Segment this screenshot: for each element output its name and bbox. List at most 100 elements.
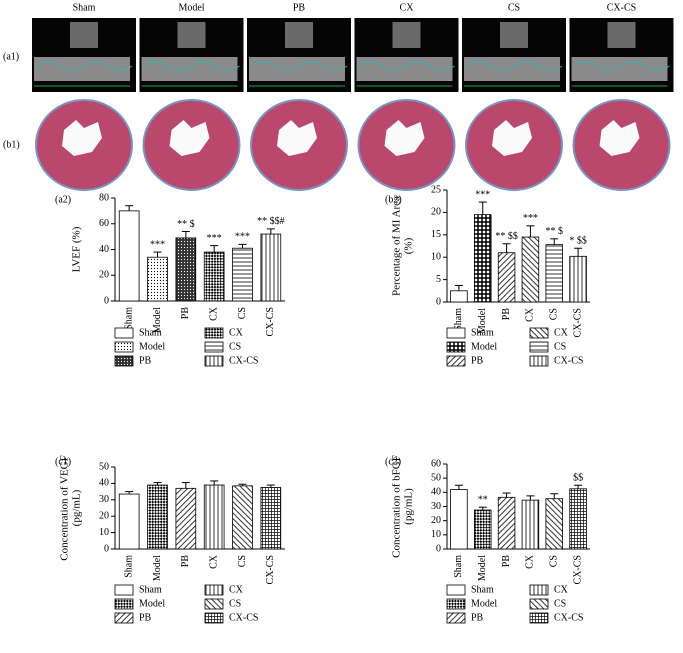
legend-label: PB [139, 612, 152, 623]
legend-label: Sham [471, 327, 494, 338]
legend-swatch [529, 612, 549, 624]
echo-inset [500, 22, 528, 48]
x-tick-label: Model [477, 555, 488, 581]
bar [175, 237, 197, 302]
bar [521, 499, 540, 550]
y-tick-label: 40 [99, 478, 109, 489]
bar [232, 485, 253, 550]
legend-label: Sham [139, 327, 162, 338]
y-axis-label: Concentration of VEGF [59, 455, 71, 561]
legend-label: Sham [139, 584, 162, 595]
legend-label: CX-CS [554, 355, 583, 366]
column-header: CX-CS [607, 2, 636, 13]
echo-trace [358, 61, 455, 71]
bar [569, 488, 587, 550]
x-tick-label: CX [525, 307, 536, 322]
y-axis-label: LVEF (%) [71, 226, 83, 272]
echo-inset [392, 22, 421, 48]
x-tick-label: PB [180, 555, 191, 568]
legend-label: Model [471, 341, 497, 352]
legend-swatch [114, 341, 134, 353]
y-tick-label: 5 [436, 274, 441, 285]
significance-label: ** [478, 495, 488, 506]
x-tick-label: CX-CS [572, 308, 583, 337]
y-tick-label: 60 [431, 458, 441, 469]
legend-label: CX [554, 584, 569, 595]
y-tick-label: 20 [99, 510, 109, 521]
legend-swatch [204, 612, 224, 624]
x-tick-label: CX-CS [572, 555, 583, 584]
y-axis-label: (pg/mL) [403, 488, 415, 525]
legend-label: CX-CS [229, 612, 258, 623]
bar [521, 236, 540, 303]
y-tick-label: 20 [431, 207, 441, 218]
x-tick-label: Sham [453, 555, 464, 578]
legend-swatch [204, 584, 224, 596]
y-tick-label: 25 [431, 184, 441, 195]
bar [545, 244, 563, 303]
echo-inset [70, 22, 98, 48]
bar [232, 247, 253, 302]
x-tick-label: CX [208, 554, 219, 569]
legend-swatch [114, 612, 134, 624]
legend-swatch [114, 355, 134, 367]
x-tick-label: Model [477, 308, 488, 334]
x-tick-label: PB [180, 307, 191, 320]
histology-lumen [384, 120, 425, 156]
significance-label: *** [523, 213, 538, 224]
x-tick-label: CX [525, 554, 536, 569]
bar [450, 290, 468, 303]
x-tick-label: Sham [123, 307, 134, 330]
bar [450, 489, 468, 550]
column-header: PB [293, 2, 306, 13]
panel-label: (c2) [385, 456, 401, 467]
x-tick-label: Sham [123, 555, 134, 578]
x-tick-label: CS [549, 308, 560, 320]
legend-label: Model [139, 598, 165, 609]
bar [147, 256, 168, 302]
bar [147, 484, 168, 550]
x-tick-label: CS [237, 555, 248, 567]
bar [474, 214, 492, 303]
legend-swatch [529, 327, 549, 339]
echo-inset [607, 22, 636, 48]
y-tick-label: 15 [431, 229, 441, 240]
legend-swatch [114, 598, 134, 610]
histology-lumen [277, 120, 317, 156]
legend-label: CS [229, 598, 241, 609]
significance-label: ** $ [177, 219, 195, 230]
legend-swatch [446, 341, 466, 353]
column-header: CX [400, 2, 415, 13]
y-tick-label: 30 [99, 494, 109, 505]
legend-label: PB [471, 612, 484, 623]
significance-label: $$ [573, 473, 583, 484]
legend-swatch [204, 598, 224, 610]
legend-label: CX-CS [229, 355, 258, 366]
y-tick-label: 50 [99, 461, 109, 472]
row-label: (a1) [3, 51, 19, 62]
echo-trace [143, 61, 240, 71]
legend-label: CS [229, 341, 241, 352]
legend-swatch [446, 355, 466, 367]
legend-swatch [529, 598, 549, 610]
bar [497, 252, 516, 303]
legend-swatch [529, 584, 549, 596]
x-tick-label: CX-CS [265, 307, 276, 336]
bar [474, 509, 492, 550]
x-tick-label: CS [549, 555, 560, 567]
legend-label: CX [229, 584, 244, 595]
panel-label: (a2) [55, 194, 71, 205]
significance-label: ** $$# [257, 216, 285, 227]
legend-swatch [446, 612, 466, 624]
legend-swatch [446, 584, 466, 596]
bar [203, 484, 225, 550]
column-header: Sham [73, 2, 96, 13]
y-tick-label: 10 [99, 527, 109, 538]
legend-swatch [114, 327, 134, 339]
legend-label: Model [471, 598, 497, 609]
legend-label: CX-CS [554, 612, 583, 623]
y-tick-label: 0 [104, 543, 109, 554]
y-tick-label: 80 [99, 192, 109, 203]
significance-label: ** $ [546, 226, 564, 237]
